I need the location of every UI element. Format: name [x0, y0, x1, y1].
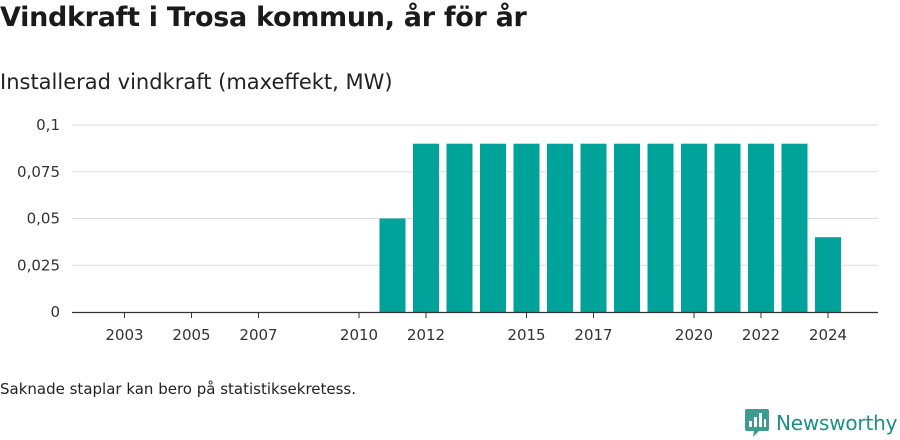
- newsworthy-logo-text: Newsworthy: [776, 411, 898, 435]
- x-tick-label: 2003: [105, 326, 143, 344]
- bar-2014: [480, 143, 506, 312]
- chart-title: Vindkraft i Trosa kommun, år för år: [0, 2, 527, 33]
- chart-subtitle: Installerad vindkraft (maxeffekt, MW): [0, 70, 393, 94]
- y-tick-label: 0,025: [17, 256, 60, 274]
- x-tick-label: 2017: [574, 326, 612, 344]
- bar-2012: [413, 143, 439, 312]
- bar-2020: [681, 143, 707, 312]
- y-tick-label: 0,1: [36, 116, 60, 134]
- bar-2022: [748, 143, 774, 312]
- bar-2023: [781, 143, 808, 312]
- bar-2013: [446, 143, 473, 312]
- bar-2024: [815, 237, 841, 312]
- newsworthy-logo[interactable]: Newsworthy: [744, 406, 897, 440]
- newsworthy-logo-icon: [745, 409, 769, 437]
- y-tick-label: 0: [50, 303, 60, 321]
- x-tick-label: 2022: [742, 326, 780, 344]
- x-tick-label: 2015: [507, 326, 545, 344]
- bar-2018: [614, 143, 640, 312]
- bar-2015: [513, 143, 540, 312]
- bar-2019: [647, 143, 674, 312]
- x-tick-label: 2005: [172, 326, 210, 344]
- x-tick-label: 2007: [239, 326, 277, 344]
- bars: [379, 143, 841, 312]
- bar-2021: [714, 143, 741, 312]
- x-axis-labels: 2003 2005 2007 2010 2012 2015 2017 2020 2022 2024: [105, 312, 847, 344]
- x-tick-label: 2010: [340, 326, 378, 344]
- y-axis-labels: 0 0,025 0,05 0,075 0,1: [17, 116, 60, 321]
- bar-2017: [580, 143, 607, 312]
- bar-2011: [379, 218, 406, 312]
- grid-lines: [72, 124, 878, 266]
- x-tick-label: 2012: [407, 326, 445, 344]
- footnote: Saknade staplar kan bero på statistiksek…: [0, 380, 357, 398]
- x-tick-label: 2024: [809, 326, 847, 344]
- y-tick-label: 0,05: [27, 210, 60, 228]
- y-tick-label: 0,075: [17, 163, 60, 181]
- bar-2016: [547, 143, 573, 312]
- x-tick-label: 2020: [675, 326, 713, 344]
